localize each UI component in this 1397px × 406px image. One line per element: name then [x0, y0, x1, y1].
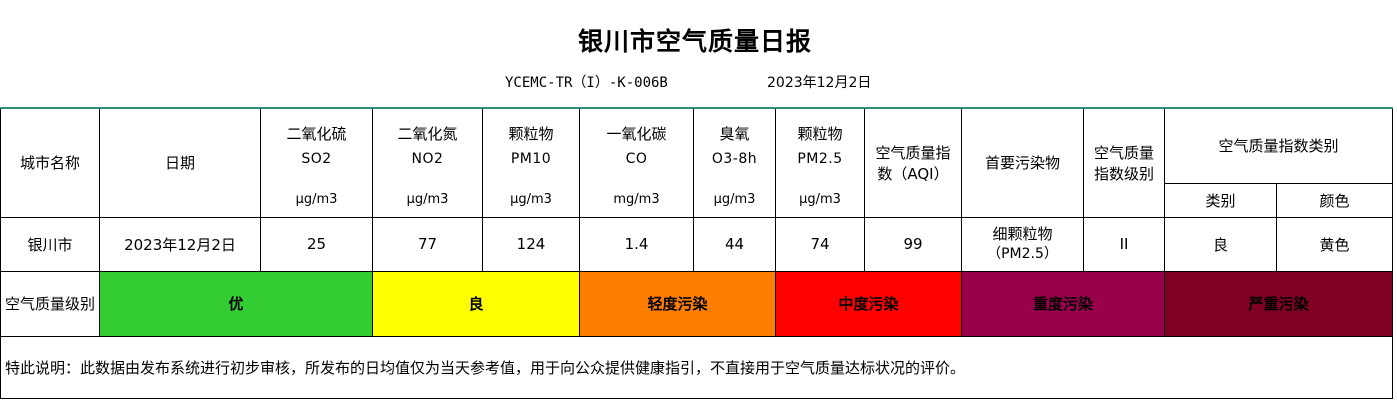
level-legend-row: 空气质量级别 优 良 轻度污染 中度污染 重度污染 严重污染 — [0, 270, 1394, 337]
level-legend-label: 空气质量级别 — [0, 270, 100, 337]
so2-unit: μg/m3 — [260, 183, 373, 218]
cell-city: 银川市 — [0, 216, 100, 272]
level-severe-pollution: 严重污染 — [1163, 270, 1394, 337]
header-so2: 二氧化硫 SO2 — [260, 107, 373, 183]
no2-unit: μg/m3 — [372, 183, 483, 218]
no2-name: 二氧化氮 — [397, 125, 458, 143]
co-unit: mg/m3 — [579, 183, 694, 218]
pm25-name: 颗粒物 — [797, 125, 843, 143]
report-code: YCEMC-TR（I）-K-006B — [505, 75, 668, 91]
cell-category-type: 良 — [1164, 216, 1277, 272]
primary-pollutant-code: （PM2.5） — [987, 246, 1058, 262]
pm10-code: PM10 — [510, 151, 552, 167]
report-title: 银川市空气质量日报 — [577, 27, 812, 56]
cell-so2: 25 — [260, 216, 373, 272]
cell-no2: 77 — [372, 216, 483, 272]
pm10-name: 颗粒物 — [508, 125, 554, 143]
cell-o3: 44 — [693, 216, 776, 272]
level-light-pollution: 轻度污染 — [579, 270, 776, 337]
no2-code: NO2 — [411, 151, 444, 167]
header-aqi: 空气质量指数（AQI） — [864, 107, 962, 218]
level-good: 良 — [372, 270, 580, 337]
header-no2: 二氧化氮 NO2 — [372, 107, 483, 183]
cell-date: 2023年12月2日 — [99, 216, 261, 272]
header-category-color: 颜色 — [1275, 182, 1394, 218]
header-category-type: 类别 — [1164, 182, 1277, 218]
report-date: 2023年12月2日 — [767, 75, 872, 91]
o3-code: O3-8h — [711, 151, 758, 167]
cell-pm10: 124 — [482, 216, 580, 272]
header-o3: 臭氧 O3-8h — [693, 107, 776, 183]
level-excellent: 优 — [99, 270, 373, 337]
level-moderate-pollution: 中度污染 — [775, 270, 962, 337]
cell-aqi-level: II — [1083, 216, 1165, 272]
pm25-unit: μg/m3 — [775, 183, 865, 218]
header-aqi-category: 空气质量指数类别 — [1163, 107, 1394, 184]
cell-category-color: 黄色 — [1275, 216, 1394, 272]
pm25-code: PM2.5 — [797, 151, 843, 167]
cell-co: 1.4 — [579, 216, 694, 272]
co-name: 一氧化碳 — [606, 125, 667, 143]
level-heavy-pollution: 重度污染 — [961, 270, 1165, 337]
disclaimer-note: 特此说明：此数据由发布系统进行初步审核，所发布的日均值仅为当天参考值，用于向公众… — [0, 335, 1394, 399]
table-row: 银川市 2023年12月2日 25 77 124 1.4 44 74 99 细颗… — [0, 216, 1394, 272]
header-co: 一氧化碳 CO — [579, 107, 694, 183]
header-aqi-level: 空气质量指数级别 — [1083, 107, 1165, 218]
header-city: 城市名称 — [0, 107, 100, 218]
air-quality-table: 城市名称 日期 二氧化硫 SO2 二氧化氮 NO2 颗粒物 PM10 一氧化碳 … — [0, 107, 1394, 399]
cell-aqi: 99 — [864, 216, 962, 272]
co-code: CO — [625, 151, 648, 167]
header-primary-pollutant: 首要污染物 — [961, 107, 1084, 218]
o3-name: 臭氧 — [719, 125, 750, 143]
header-date: 日期 — [99, 107, 261, 218]
header-pm10: 颗粒物 PM10 — [482, 107, 580, 183]
so2-code: SO2 — [301, 151, 332, 167]
cell-pm25: 74 — [775, 216, 865, 272]
pm10-unit: μg/m3 — [482, 183, 580, 218]
so2-name: 二氧化硫 — [286, 125, 347, 143]
primary-pollutant-name: 细颗粒物 — [992, 225, 1053, 243]
header-pm25: 颗粒物 PM2.5 — [775, 107, 865, 183]
o3-unit: μg/m3 — [693, 183, 776, 218]
cell-primary-pollutant: 细颗粒物 （PM2.5） — [961, 216, 1084, 272]
